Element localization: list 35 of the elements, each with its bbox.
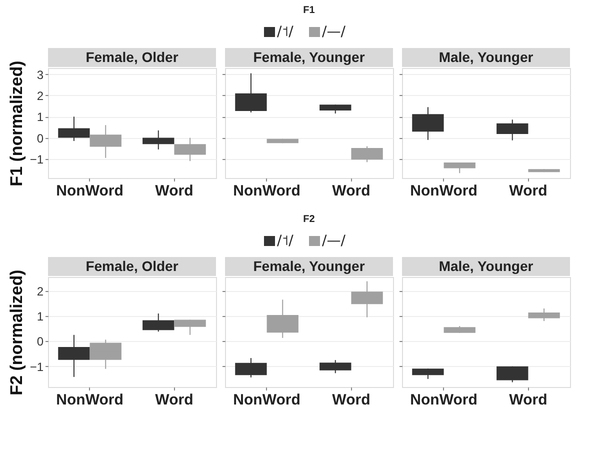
y-tick-label: 1 bbox=[36, 110, 44, 124]
x-tick-label: NonWord bbox=[233, 392, 300, 408]
chart-title: Female, Younger bbox=[253, 258, 366, 274]
text: F2 bbox=[303, 214, 316, 225]
chart-title: Female, Older bbox=[86, 258, 179, 274]
y-axis-title: F2 (normalized) bbox=[6, 270, 26, 396]
y-tick-label: 2 bbox=[36, 89, 44, 103]
text: F1 bbox=[303, 5, 316, 16]
chart-title: Male, Younger bbox=[438, 49, 534, 65]
x-tick-label: Word bbox=[332, 182, 370, 200]
x-tick-label: NonWord bbox=[56, 392, 124, 408]
x-tick-label: Word bbox=[155, 182, 194, 200]
legend-label: /˦/ bbox=[277, 24, 294, 40]
y-axis-title: F1 (normalized) bbox=[6, 60, 26, 186]
y-tick-label: 1 bbox=[36, 310, 44, 324]
chart-title: Female, Older bbox=[86, 49, 179, 65]
y-tick-label: 0 bbox=[36, 334, 44, 349]
legend-label: /—/ bbox=[322, 233, 346, 249]
x-tick-label: NonWord bbox=[410, 392, 478, 408]
x-tick-label: NonWord bbox=[233, 182, 300, 200]
chart-title: Male, Younger bbox=[438, 258, 534, 274]
y-tick-label: 0 bbox=[36, 131, 44, 146]
x-tick-label: NonWord bbox=[410, 182, 478, 200]
chart-title: Female, Younger bbox=[253, 49, 366, 65]
y-tick-label: −1 bbox=[30, 360, 44, 374]
y-tick-label: −1 bbox=[30, 152, 44, 166]
x-tick-label: Word bbox=[509, 182, 548, 200]
x-tick-label: Word bbox=[332, 392, 370, 408]
legend-label: /˦/ bbox=[277, 233, 294, 249]
y-tick-label: 2 bbox=[36, 284, 44, 298]
y-tick-label: 3 bbox=[36, 68, 44, 82]
x-tick-label: Word bbox=[509, 392, 548, 408]
legend-label: /—/ bbox=[322, 24, 346, 40]
x-tick-label: NonWord bbox=[56, 182, 124, 200]
x-tick-label: Word bbox=[155, 392, 194, 408]
